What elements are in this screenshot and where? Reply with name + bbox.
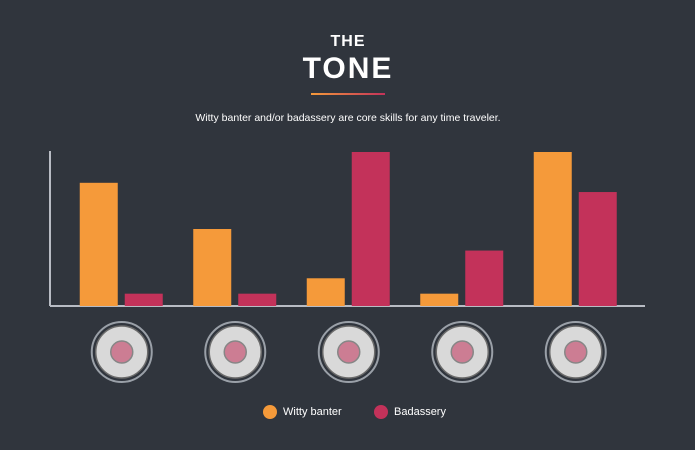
chart-supertitle: THE <box>331 33 366 50</box>
chart-title: TONE <box>303 52 394 85</box>
category-icon-ring <box>317 321 380 383</box>
bar <box>79 182 118 306</box>
bar <box>238 293 277 306</box>
category-icon-glyph <box>564 340 588 364</box>
category-icon-ring <box>204 321 267 383</box>
category-icon-glyph <box>337 340 361 364</box>
legend-label: Witty banter <box>283 406 342 418</box>
bar <box>578 192 617 306</box>
category-icon-glyph <box>110 340 134 364</box>
chart-subtitle: Witty banter and/or badassery are core s… <box>195 112 500 124</box>
bar <box>420 293 459 306</box>
legend-swatch <box>374 405 388 419</box>
bar <box>465 250 504 306</box>
category-icon-ring <box>431 321 494 383</box>
legend-swatch <box>263 405 277 419</box>
category-icon-ring <box>544 321 607 383</box>
title-underline <box>311 93 385 95</box>
bar <box>533 152 572 306</box>
category-icon-glyph <box>223 340 247 364</box>
bar <box>193 229 232 306</box>
bar <box>306 278 345 306</box>
legend-label: Badassery <box>394 406 446 418</box>
bar <box>124 293 163 306</box>
category-icon-ring <box>90 321 153 383</box>
category-icon-glyph <box>450 340 474 364</box>
bar <box>351 152 390 306</box>
